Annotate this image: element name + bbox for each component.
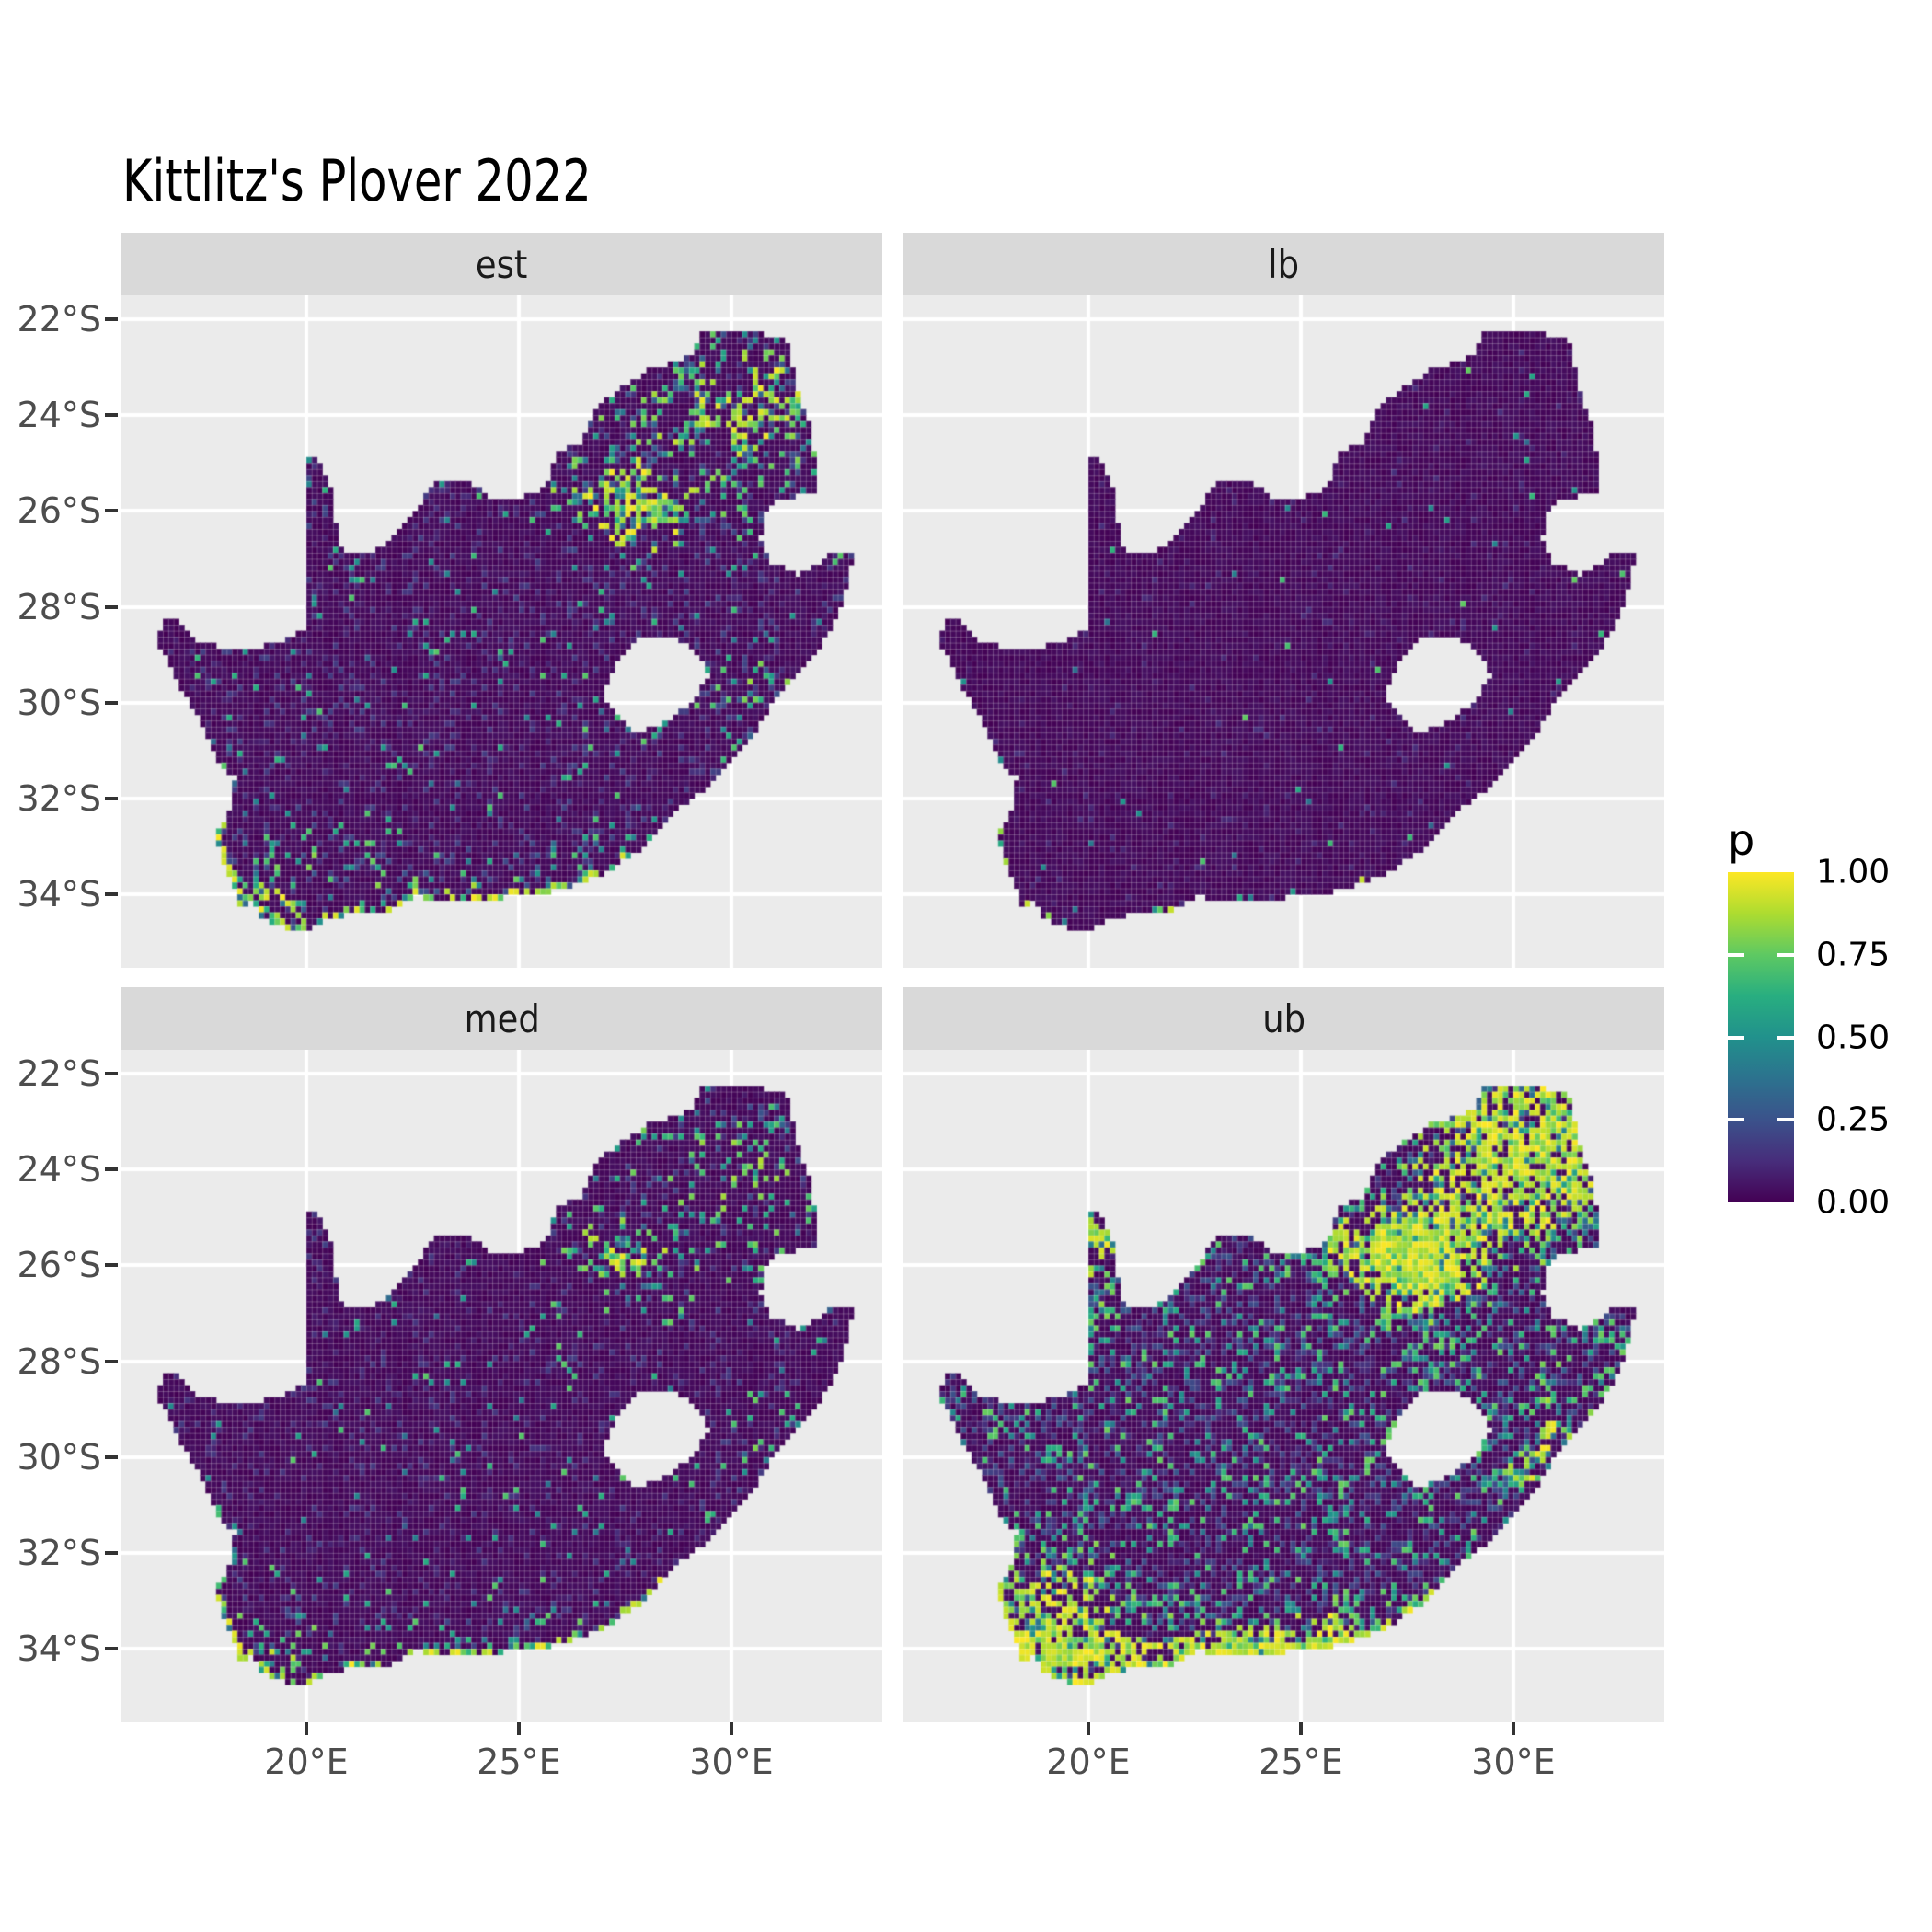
x-axis-tick	[516, 1722, 521, 1735]
x-axis-label: 25°E	[1259, 1742, 1343, 1782]
y-axis-label: 34°S	[17, 1628, 101, 1669]
facet-strip-ub: ub	[903, 987, 1664, 1050]
legend-label-1.00: 1.00	[1816, 853, 1891, 891]
facet-label-est: est	[476, 241, 528, 287]
y-axis-label: 32°S	[17, 1532, 101, 1573]
y-axis-tick	[105, 1647, 118, 1650]
panel-ub	[903, 1050, 1664, 1722]
legend-label-0.75: 0.75	[1816, 936, 1891, 974]
panel-lb	[903, 295, 1664, 968]
legend-tick	[1777, 952, 1794, 957]
y-axis-tick	[105, 413, 118, 418]
y-axis-tick	[105, 1167, 118, 1172]
legend-tick	[1728, 952, 1744, 957]
x-axis-label: 25°E	[477, 1742, 561, 1782]
legend-title: p	[1728, 815, 1755, 865]
y-axis-label: 28°S	[17, 1340, 101, 1382]
legend-label-0.25: 0.25	[1816, 1100, 1891, 1139]
y-axis-label: 26°S	[17, 1245, 101, 1286]
panel-med	[121, 1050, 882, 1722]
x-axis-label: 30°E	[689, 1742, 774, 1782]
y-axis-tick	[105, 1550, 118, 1555]
y-axis-tick	[105, 1263, 118, 1268]
x-axis-tick	[729, 1722, 733, 1735]
x-axis-tick	[1298, 1722, 1303, 1735]
y-axis-label: 24°S	[17, 1149, 101, 1190]
y-axis-label: 30°S	[17, 682, 101, 723]
x-axis-label: 20°E	[1046, 1742, 1131, 1782]
legend-label-0.00: 0.00	[1816, 1183, 1891, 1222]
legend-tick	[1728, 1118, 1744, 1122]
y-axis-label: 22°S	[17, 1053, 101, 1095]
legend-tick	[1777, 1118, 1794, 1122]
plot-title: Kittlitz's Plover 2022	[122, 147, 708, 214]
facet-label-lb: lb	[1268, 241, 1300, 287]
facet-strip-est: est	[121, 233, 882, 295]
y-axis-label: 34°S	[17, 874, 101, 914]
y-axis-label: 28°S	[17, 586, 101, 627]
x-axis-label: 30°E	[1471, 1742, 1556, 1782]
y-axis-tick	[105, 317, 118, 322]
raster-map-med	[121, 1050, 882, 1722]
y-axis-tick	[105, 1455, 118, 1459]
facet-label-ub: ub	[1262, 995, 1305, 1041]
y-axis-label: 26°S	[17, 490, 101, 532]
plot-title-text: Kittlitz's Plover 2022	[122, 147, 592, 214]
y-axis-tick	[105, 796, 118, 800]
y-axis-label: 24°S	[17, 395, 101, 436]
x-axis-tick	[304, 1722, 308, 1735]
raster-map-est	[121, 295, 882, 968]
y-axis-label: 30°S	[17, 1436, 101, 1478]
y-axis-label: 22°S	[17, 299, 101, 340]
x-axis-tick	[1511, 1722, 1515, 1735]
y-axis-tick	[105, 1072, 118, 1076]
x-axis-tick	[1086, 1722, 1090, 1735]
legend-colorbar	[1728, 872, 1794, 1202]
facet-strip-med: med	[121, 987, 882, 1050]
legend-tick	[1728, 1035, 1744, 1040]
y-axis-tick	[105, 700, 118, 705]
panel-est	[121, 295, 882, 968]
y-axis-tick	[105, 1359, 118, 1363]
facet-strip-lb: lb	[903, 233, 1664, 295]
y-axis-tick	[105, 604, 118, 609]
x-axis-label: 20°E	[264, 1742, 349, 1782]
y-axis-tick	[105, 509, 118, 513]
y-axis-tick	[105, 892, 118, 896]
y-axis-label: 32°S	[17, 777, 101, 819]
raster-map-ub	[903, 1050, 1664, 1722]
raster-map-lb	[903, 295, 1664, 968]
legend-label-0.50: 0.50	[1816, 1018, 1891, 1057]
legend-tick	[1777, 1035, 1794, 1040]
facet-label-med: med	[464, 995, 540, 1041]
